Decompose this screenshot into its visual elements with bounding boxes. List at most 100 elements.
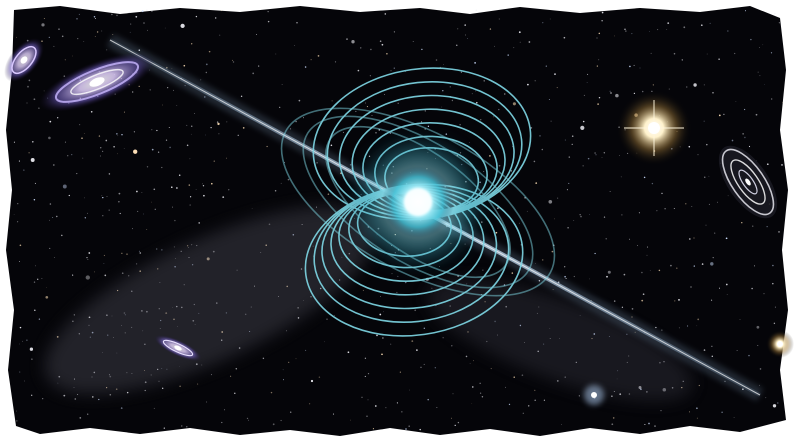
- star-dot: [351, 40, 355, 44]
- star-dot: [582, 165, 584, 167]
- star-dot: [121, 252, 123, 254]
- star-dot: [743, 108, 746, 111]
- star-dot: [189, 196, 192, 198]
- star-dot: [563, 36, 566, 39]
- star-dot: [246, 417, 249, 420]
- star-dot: [180, 23, 185, 29]
- star-dot: [534, 389, 536, 392]
- star-dot: [126, 391, 129, 394]
- star-dot: [475, 9, 478, 12]
- star-dot: [26, 339, 28, 341]
- star-dot: [157, 151, 160, 153]
- star-dot: [643, 176, 646, 179]
- star-dot: [483, 80, 485, 82]
- star-dot: [87, 212, 88, 214]
- star-dot: [46, 286, 47, 288]
- star-dot: [557, 197, 559, 199]
- star-dot: [505, 386, 506, 388]
- star-dot: [144, 389, 146, 392]
- star-dot: [119, 212, 121, 215]
- star-dot: [205, 71, 207, 74]
- star-dot: [474, 62, 476, 64]
- star-dot: [688, 145, 691, 148]
- star-dot: [688, 238, 691, 240]
- star-dot: [773, 322, 776, 325]
- star-dot: [57, 117, 59, 119]
- star-dot: [275, 53, 277, 55]
- star-dot: [240, 95, 243, 98]
- star-dot: [360, 47, 362, 49]
- star-dot: [573, 219, 575, 221]
- star-dot: [449, 86, 451, 88]
- star-dot: [703, 120, 705, 122]
- star-dot: [594, 252, 596, 255]
- star-dot: [191, 43, 193, 45]
- star-dot: [327, 193, 330, 195]
- star-dot: [17, 203, 19, 205]
- star-dot: [725, 283, 728, 286]
- star-dot: [84, 217, 86, 219]
- star-dot: [748, 145, 751, 148]
- star-dot: [711, 299, 713, 301]
- star-dot: [208, 50, 211, 53]
- star-dot: [629, 238, 631, 240]
- star-dot: [571, 135, 574, 137]
- star-dot: [31, 140, 34, 143]
- star-dot: [379, 40, 382, 42]
- star-dot: [551, 250, 554, 253]
- star-dot: [539, 135, 541, 137]
- star-dot: [280, 419, 282, 422]
- star-dot: [693, 265, 695, 267]
- star-dot: [56, 215, 58, 218]
- star-dot: [141, 10, 144, 13]
- star-dot: [759, 384, 760, 386]
- star-dot: [774, 13, 776, 15]
- star-dot: [81, 137, 83, 139]
- star-dot: [766, 226, 768, 228]
- star-dot: [706, 143, 708, 146]
- star-dot: [524, 196, 526, 199]
- star-dot: [564, 139, 566, 141]
- star-dot: [718, 114, 721, 117]
- star-dot: [290, 128, 292, 130]
- star-dot: [102, 196, 104, 199]
- star-dot: [52, 217, 54, 218]
- star-dot: [49, 247, 51, 249]
- star-dot: [427, 125, 430, 127]
- star-dot: [495, 231, 498, 234]
- star-dot: [548, 98, 550, 101]
- star-dot: [77, 38, 79, 40]
- star-dot: [64, 59, 66, 61]
- star-dot: [186, 144, 189, 147]
- star-dot: [153, 407, 155, 409]
- star-dot: [346, 38, 348, 40]
- star-dot: [117, 135, 119, 137]
- star-dot: [123, 147, 125, 149]
- star-dot: [22, 340, 24, 342]
- star-dot: [489, 155, 491, 157]
- star-dot: [571, 143, 573, 145]
- star-dot: [587, 157, 590, 160]
- star-dot: [712, 92, 714, 94]
- star-dot: [48, 36, 50, 38]
- star-dot: [33, 281, 36, 283]
- star-dot: [603, 152, 605, 154]
- star-dot: [94, 36, 96, 38]
- star-dot: [139, 252, 142, 254]
- star-dot: [479, 382, 481, 384]
- star-dot: [304, 66, 307, 68]
- star-dot: [598, 96, 601, 99]
- star-dot: [564, 275, 566, 278]
- star-dot: [697, 318, 700, 321]
- star-dot: [733, 416, 735, 418]
- star-dot: [92, 396, 94, 398]
- star-dot: [18, 261, 20, 263]
- star-dot: [27, 85, 29, 88]
- star-dot: [389, 132, 391, 134]
- star-dot: [82, 157, 84, 159]
- star-dot: [641, 271, 643, 274]
- star-dot: [527, 405, 530, 407]
- star-dot: [79, 417, 82, 419]
- star-dot: [169, 146, 171, 149]
- star-dot: [770, 52, 773, 54]
